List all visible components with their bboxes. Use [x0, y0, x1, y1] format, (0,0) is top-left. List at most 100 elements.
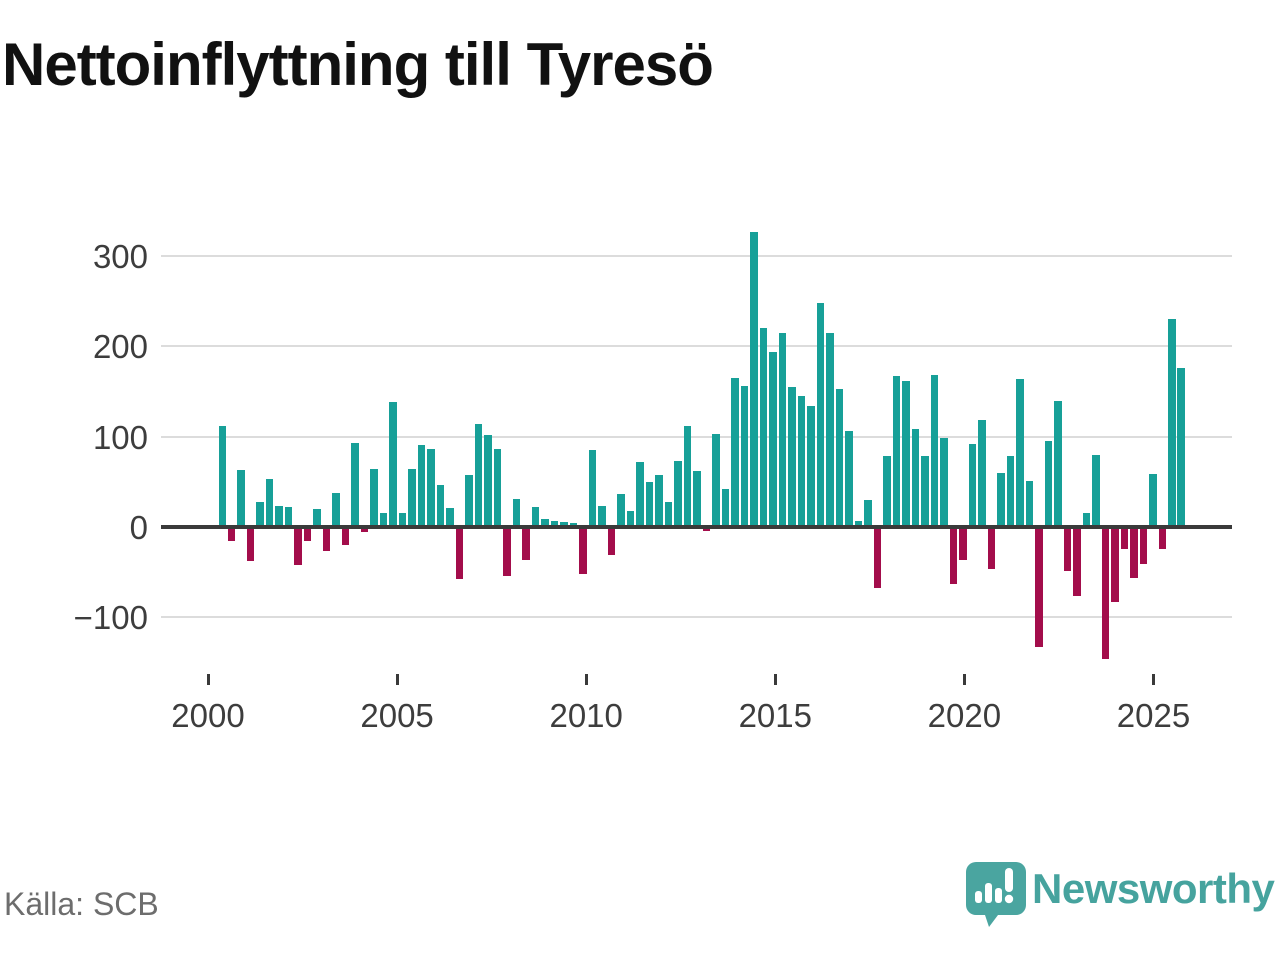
bar-positive	[1168, 319, 1176, 527]
bar-positive	[284, 507, 293, 527]
bar-positive	[351, 442, 359, 527]
bar-positive	[968, 443, 977, 527]
bar-positive	[807, 405, 815, 527]
bar-positive	[816, 302, 825, 527]
exclamation-bar-glyph	[1005, 868, 1013, 892]
bar-positive	[1177, 367, 1185, 527]
bar-positive	[636, 461, 644, 527]
bar-positive	[465, 475, 473, 527]
y-axis-label: 100	[92, 418, 148, 456]
bar-positive	[398, 512, 407, 527]
bar-positive	[826, 332, 834, 527]
bar-positive	[892, 376, 901, 527]
bar-positive	[598, 506, 606, 527]
bar-positive	[769, 351, 777, 527]
x-axis-label: 2000	[171, 697, 245, 734]
bar-positive	[1082, 513, 1091, 527]
bar-positive	[1044, 441, 1053, 527]
bar-positive	[750, 232, 758, 527]
bar-negative	[1139, 527, 1147, 565]
bar-positive	[693, 470, 701, 527]
bar-positive	[626, 510, 635, 527]
bar-negative	[579, 527, 587, 574]
bar-positive	[674, 461, 682, 527]
grid-line	[161, 435, 1232, 438]
y-axis-label: 300	[92, 237, 148, 275]
bar-negative	[322, 527, 331, 551]
bar-positive	[740, 385, 749, 527]
bar-positive	[427, 449, 435, 527]
bar-positive	[275, 506, 283, 527]
bar-positive	[218, 425, 226, 527]
y-axis-label: 0	[129, 509, 148, 546]
bar-positive	[389, 402, 397, 527]
bar-positive	[1025, 480, 1034, 527]
bar-positive	[683, 425, 692, 527]
bar-negative	[873, 527, 882, 588]
x-tick	[584, 674, 588, 685]
bar-positive	[474, 423, 483, 527]
x-tick	[962, 674, 966, 685]
bar-positive	[835, 388, 844, 527]
bar-negative	[1035, 527, 1043, 648]
bar-positive	[845, 431, 853, 527]
bar-positive	[854, 520, 863, 527]
bar-positive	[541, 518, 549, 527]
bar-positive	[493, 449, 502, 527]
source-note: Källa: SCB	[4, 886, 159, 922]
bar-negative	[303, 527, 312, 541]
bar-positive	[1092, 454, 1100, 527]
bar-positive	[417, 444, 426, 527]
bar-positive	[256, 501, 264, 527]
bar-positive	[1016, 378, 1024, 527]
grid-line	[161, 254, 1232, 257]
bar-negative	[1073, 527, 1081, 596]
bar-positive	[721, 489, 730, 527]
bar-positive	[864, 499, 872, 527]
bar-negative	[522, 527, 530, 560]
bar-negative	[294, 527, 302, 565]
bar-positive	[617, 494, 625, 527]
bar-negative	[1111, 527, 1119, 603]
bar-negative	[1120, 527, 1129, 549]
y-axis-label: 200	[92, 328, 148, 366]
bar-negative	[246, 527, 255, 562]
bar-positive	[759, 328, 768, 527]
x-axis-label: 2020	[927, 697, 1002, 734]
bar-positive	[997, 472, 1005, 527]
bar-negative	[227, 527, 236, 542]
bar-positive	[655, 474, 663, 527]
x-axis-label: 2025	[1116, 697, 1191, 734]
bar-positive	[797, 395, 806, 527]
bar-positive	[332, 492, 340, 527]
bar-positive	[484, 434, 492, 527]
bar-positive	[930, 375, 939, 527]
bar-positive	[531, 507, 540, 527]
bar-negative	[341, 527, 350, 546]
bar-positive	[788, 386, 796, 527]
newsworthy-bubble-bar-chart-icon	[966, 862, 1026, 927]
bar-positive	[446, 508, 454, 527]
bar-negative	[607, 527, 616, 556]
bar-positive	[664, 501, 673, 527]
bar-negative	[360, 527, 369, 533]
x-tick	[206, 674, 210, 685]
bar-positive	[921, 455, 929, 527]
grid-line	[161, 345, 1232, 348]
bar-positive	[379, 513, 388, 527]
zero-axis-line	[161, 525, 1232, 529]
bar-negative	[1063, 527, 1072, 572]
bar-glyph-2	[985, 883, 992, 903]
x-axis-label: 2015	[738, 697, 812, 734]
bar-positive	[550, 520, 559, 527]
bar-positive	[978, 420, 986, 527]
bar-negative	[1130, 527, 1138, 578]
x-axis-label: 2005	[360, 697, 434, 734]
grid-line	[161, 616, 1232, 619]
bar-positive	[237, 470, 245, 527]
bar-positive	[883, 455, 891, 527]
bar-glyph-1	[975, 891, 982, 903]
bar-negative	[455, 527, 464, 580]
bar-positive	[370, 469, 378, 527]
